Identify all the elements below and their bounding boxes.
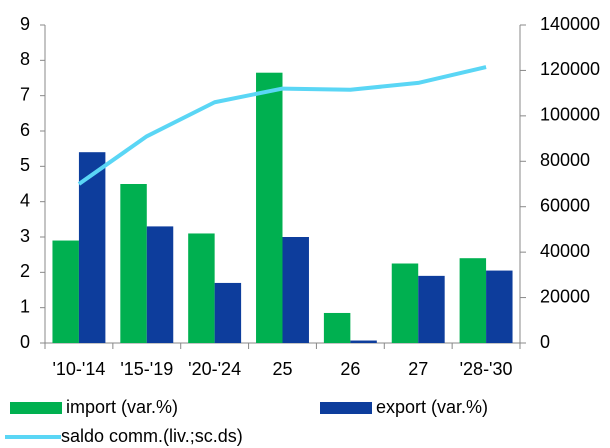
x-tick-label: '15-'19 xyxy=(120,359,173,379)
bar xyxy=(350,340,377,343)
y-tick-label: 5 xyxy=(20,155,30,175)
y-tick-label: 6 xyxy=(20,120,30,140)
x-tick-label: '10-'14 xyxy=(52,359,105,379)
y-tick-label: 7 xyxy=(20,84,30,104)
y2-tick-label: 60000 xyxy=(540,195,590,215)
bar xyxy=(214,282,242,343)
x-tick-label: '20-'24 xyxy=(188,359,241,379)
x-tick-label: 25 xyxy=(272,359,292,379)
y2-tick-label: 120000 xyxy=(540,59,600,79)
y-tick-label: 9 xyxy=(20,14,30,34)
bar xyxy=(459,258,487,343)
y2-tick-label: 140000 xyxy=(540,14,600,34)
legend-label: saldo comm.(liv.;sc.ds) xyxy=(61,426,243,446)
bar xyxy=(256,72,283,343)
y2-tick-label: 100000 xyxy=(540,105,600,125)
bar xyxy=(323,312,351,343)
bar xyxy=(146,226,174,343)
y2-tick-label: 0 xyxy=(540,332,550,352)
y2-tick-label: 80000 xyxy=(540,150,590,170)
y-tick-label: 0 xyxy=(20,332,30,352)
y-tick-label: 3 xyxy=(20,226,30,246)
y2-tick-label: 20000 xyxy=(540,286,590,306)
y-tick-label: 2 xyxy=(20,261,30,281)
x-tick-label: 26 xyxy=(340,359,360,379)
legend-swatch xyxy=(320,402,372,414)
y-tick-label: 1 xyxy=(20,296,30,316)
bar xyxy=(486,270,513,343)
bar xyxy=(78,152,106,343)
legend-label: import (var.%) xyxy=(66,397,178,417)
bar xyxy=(52,240,79,343)
bar xyxy=(391,263,419,343)
legend-label: export (var.%) xyxy=(376,397,488,417)
y2-tick-label: 40000 xyxy=(540,241,590,261)
bar xyxy=(188,233,215,343)
x-tick-label: 27 xyxy=(408,359,428,379)
bar xyxy=(418,275,445,343)
bar xyxy=(282,237,309,343)
legend-swatch xyxy=(10,402,62,414)
line xyxy=(77,65,487,186)
bar xyxy=(120,184,147,343)
x-tick-label: '28-'30 xyxy=(460,359,513,379)
y-tick-label: 8 xyxy=(20,49,30,69)
y-tick-label: 4 xyxy=(20,190,30,210)
